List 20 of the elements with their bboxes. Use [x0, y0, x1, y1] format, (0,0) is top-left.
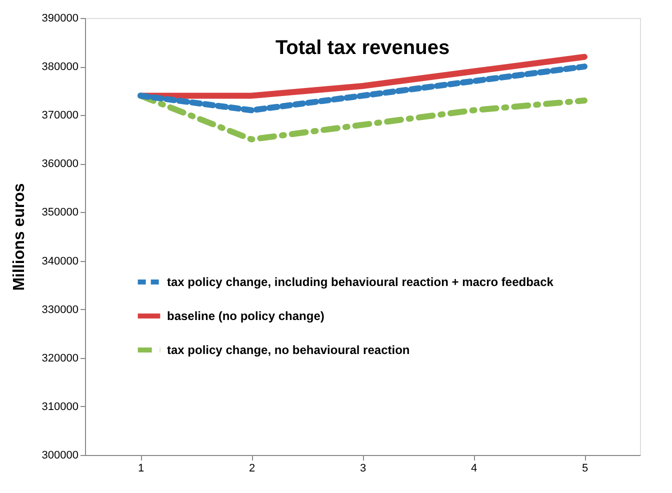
x-tick-label: 2 — [248, 462, 256, 474]
y-tick-label: 360000 — [42, 158, 78, 170]
legend-label: tax policy change, including behavioural reaction + macro feedback — [167, 275, 554, 289]
y-tick-label: 320000 — [42, 352, 78, 364]
y-tick-label: 300000 — [42, 450, 78, 462]
y-tick-label: 380000 — [42, 61, 78, 74]
y-tick-label: 330000 — [42, 304, 78, 316]
x-tick-label: 5 — [582, 462, 588, 474]
y-tick-label: 370000 — [42, 110, 78, 122]
y-tick-label: 310000 — [42, 400, 78, 413]
legend-label: tax policy change, no behavioural reaction — [167, 343, 410, 357]
y-tick-label: 340000 — [42, 255, 78, 268]
y-axis-title: Millions euros — [10, 183, 28, 291]
x-tick-label: 3 — [360, 462, 366, 474]
x-tick-label: 4 — [470, 462, 478, 474]
x-tick-label: 1 — [138, 462, 144, 474]
text: Total tax revenues — [275, 37, 450, 59]
y-tick-label: 350000 — [42, 206, 78, 219]
y-tick-label: 390000 — [42, 12, 78, 24]
legend-label: baseline (no policy change) — [167, 309, 324, 323]
